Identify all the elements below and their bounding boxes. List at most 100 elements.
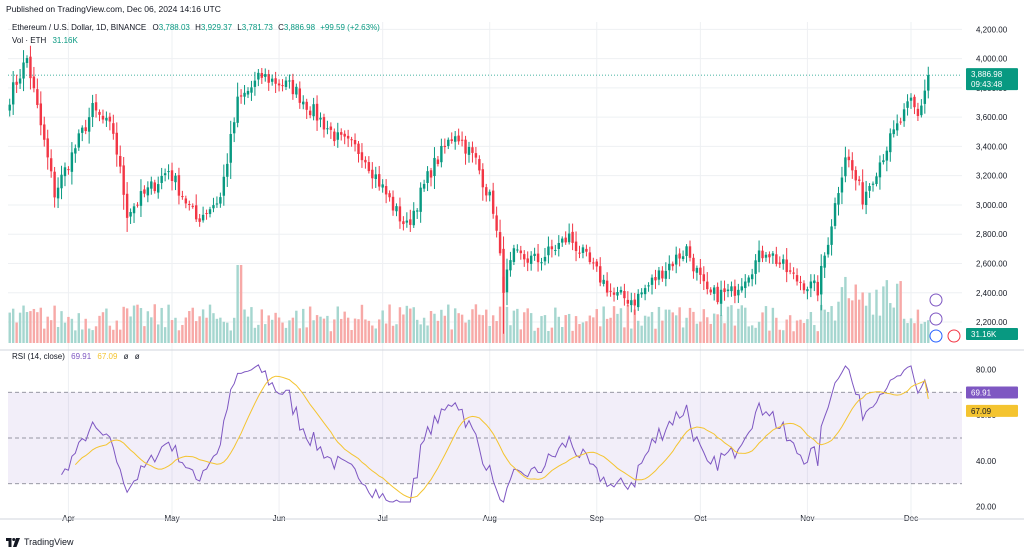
candle-body xyxy=(295,86,298,95)
volume-bar xyxy=(371,325,374,343)
volume-bar xyxy=(146,311,150,343)
candle-body xyxy=(264,74,267,77)
candle-body xyxy=(636,293,640,308)
candle-body xyxy=(146,187,150,196)
candle-body xyxy=(305,101,308,110)
volume-bar xyxy=(771,307,775,343)
candle-body xyxy=(25,58,29,64)
volume-bar xyxy=(415,319,419,343)
volume-bars xyxy=(8,265,930,343)
chart-area[interactable]: 2,200.00 2,400.00 2,600.00 2,800.00 3,000.00… xyxy=(0,18,1024,530)
candle-body xyxy=(77,133,80,148)
candle-body xyxy=(436,159,440,164)
volume-bar xyxy=(253,327,257,343)
candle-body xyxy=(540,262,543,264)
volume-bar xyxy=(895,283,899,343)
volume-bar xyxy=(816,331,819,343)
open-label: O xyxy=(152,23,159,32)
candle-body xyxy=(274,78,277,84)
volume-bar xyxy=(94,326,98,343)
volume-bar xyxy=(574,316,578,343)
volume-bar xyxy=(440,309,443,343)
volume-bar xyxy=(478,314,481,343)
candle-body xyxy=(170,170,174,181)
candle-body xyxy=(415,210,419,212)
volume-tag-bg xyxy=(966,328,1018,340)
volume-bar xyxy=(340,318,343,343)
close-value: 3,886.98 xyxy=(283,23,316,32)
volume-bar xyxy=(813,325,816,343)
candle-body xyxy=(22,62,25,79)
candle-body xyxy=(554,249,557,251)
volume-bar xyxy=(29,311,32,343)
candle-body xyxy=(671,263,674,267)
candle-body xyxy=(60,174,63,189)
volume-bar xyxy=(46,316,49,343)
volume-bar xyxy=(785,319,788,343)
volume-bar xyxy=(719,315,723,343)
candle-body xyxy=(243,92,246,97)
volume-bar xyxy=(692,311,695,343)
candle-body xyxy=(353,139,357,145)
volume-bar xyxy=(422,317,426,343)
candle-body xyxy=(139,191,143,206)
volume-bar xyxy=(902,318,906,343)
candle-body xyxy=(471,147,474,153)
rsi-value: 69.91 xyxy=(71,352,92,361)
volume-bar xyxy=(485,309,488,343)
volume-bar xyxy=(288,320,291,343)
candle-body xyxy=(298,88,302,103)
price-tick-label: 3,200.00 xyxy=(976,172,1008,181)
price-tick-label: 4,200.00 xyxy=(976,25,1008,34)
candle-body xyxy=(516,249,519,251)
volume-bar xyxy=(737,308,740,343)
volume-tag: 31.16K xyxy=(971,330,997,339)
candle-body xyxy=(733,286,737,296)
volume-bar xyxy=(592,317,595,343)
candle-body xyxy=(422,183,426,189)
candle-body xyxy=(429,170,433,178)
rsi-ma-tag: 67.09 xyxy=(971,407,992,416)
rsi-pane xyxy=(8,364,962,503)
candle-body xyxy=(775,254,778,264)
candle-body xyxy=(270,78,274,82)
candle-body xyxy=(854,170,857,181)
candle-body xyxy=(460,139,464,141)
candle-body xyxy=(371,169,374,179)
volume-bar xyxy=(754,327,757,343)
candle-body xyxy=(281,85,284,87)
volume-bar xyxy=(101,312,105,343)
candle-body xyxy=(571,231,574,243)
candle-body xyxy=(668,263,671,271)
volume-bar xyxy=(201,309,205,343)
candle-body xyxy=(194,205,198,220)
volume-bar xyxy=(250,307,253,343)
candle-body xyxy=(398,206,402,222)
price-chart-svg[interactable]: 2,200.00 2,400.00 2,600.00 2,800.00 3,000.00… xyxy=(0,18,1024,530)
candle-body xyxy=(592,262,595,264)
candle-body xyxy=(374,174,377,179)
candle-body xyxy=(277,83,281,86)
candle-body xyxy=(509,260,512,271)
candle-body xyxy=(550,246,554,250)
volume-bar xyxy=(820,304,823,343)
volume-bar xyxy=(875,289,878,343)
volume-bar xyxy=(63,322,67,343)
volume-bar xyxy=(775,317,778,343)
volume-bar xyxy=(519,329,523,343)
candle-body xyxy=(384,186,388,195)
candle-body xyxy=(788,270,792,272)
volume-bar xyxy=(706,317,709,343)
candle-body xyxy=(322,117,326,130)
volume-bar xyxy=(429,311,433,343)
volume-bar xyxy=(353,318,357,343)
volume-bar xyxy=(685,317,688,343)
volume-bar xyxy=(523,312,526,343)
volume-bar xyxy=(585,321,588,343)
volume-bar xyxy=(799,319,802,343)
candle-body xyxy=(909,97,913,101)
volume-bar xyxy=(8,312,11,343)
footer-brand[interactable]: TradingView xyxy=(6,537,74,547)
volume-bar xyxy=(236,265,239,343)
candle-body xyxy=(612,292,616,295)
